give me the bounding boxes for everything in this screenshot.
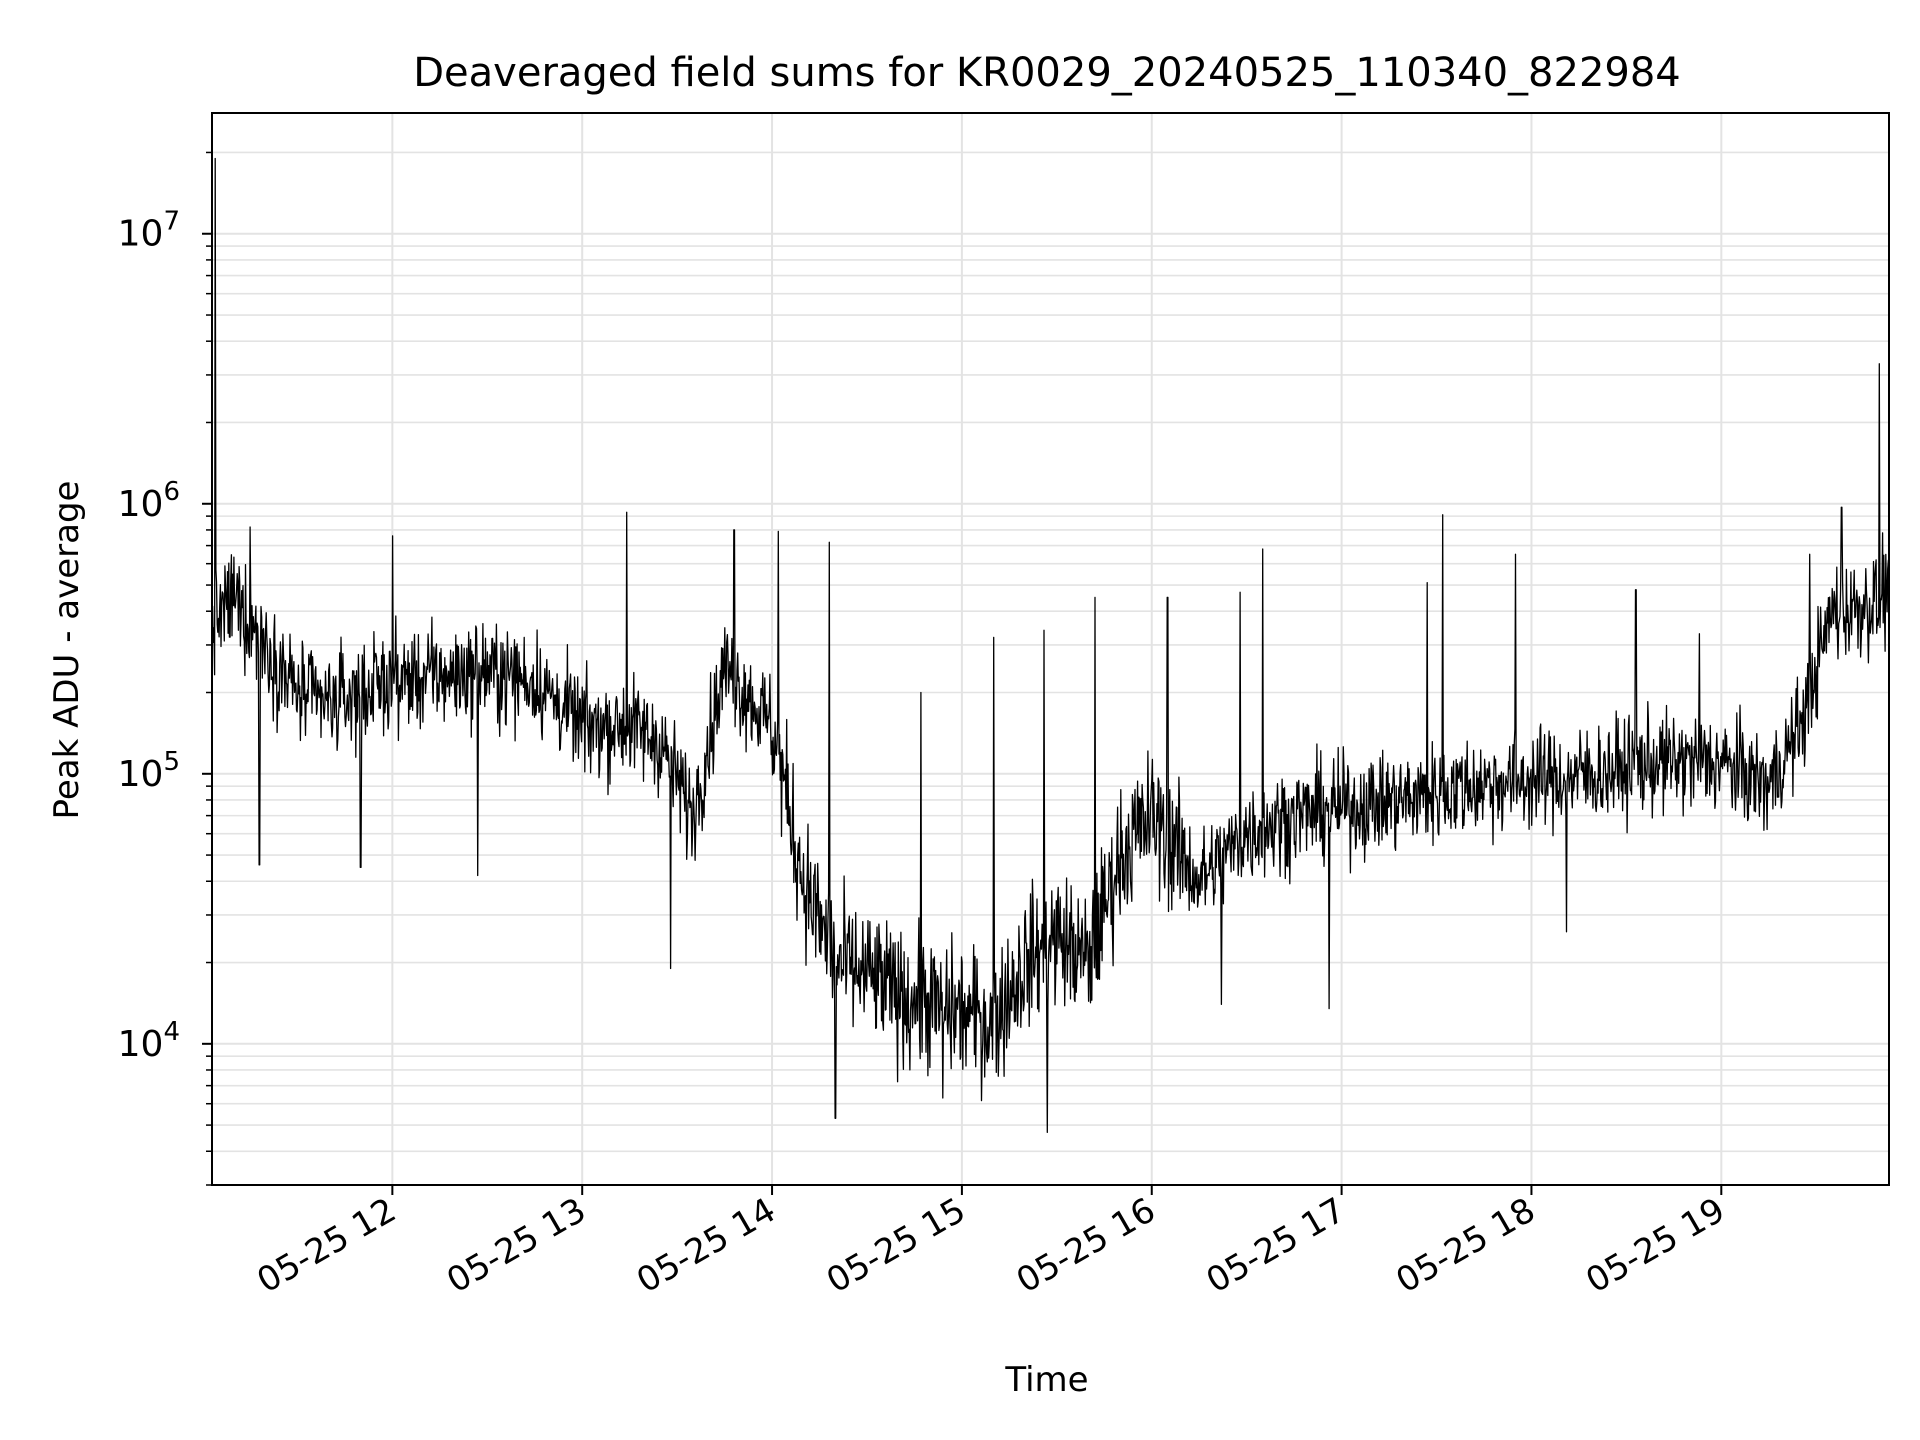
y-tick-label-base: 10 <box>118 754 164 795</box>
y-tick-label: 104 <box>118 1017 180 1065</box>
y-tick-label: 107 <box>118 207 180 255</box>
y-tick-label-exponent: 6 <box>163 477 180 507</box>
y-tick-label: 105 <box>118 747 180 795</box>
y-tick-label-base: 10 <box>118 214 164 255</box>
y-tick-label-exponent: 5 <box>163 747 180 777</box>
y-tick-label-exponent: 4 <box>163 1017 180 1047</box>
y-tick-label-base: 10 <box>118 1024 164 1065</box>
y-tick-label-exponent: 7 <box>163 207 180 237</box>
y-tick-label: 106 <box>118 477 180 525</box>
y-axis-label: Peak ADU - average <box>47 481 87 820</box>
y-tick-label-base: 10 <box>118 484 164 525</box>
plot-area <box>211 157 1890 1134</box>
series-line <box>211 157 1890 1134</box>
chart-title: Deaveraged field sums for KR0029_2024052… <box>413 50 1681 96</box>
x-axis-label: Time <box>1004 1360 1088 1400</box>
plot-frame <box>211 112 1890 1186</box>
grid <box>212 113 1889 1186</box>
